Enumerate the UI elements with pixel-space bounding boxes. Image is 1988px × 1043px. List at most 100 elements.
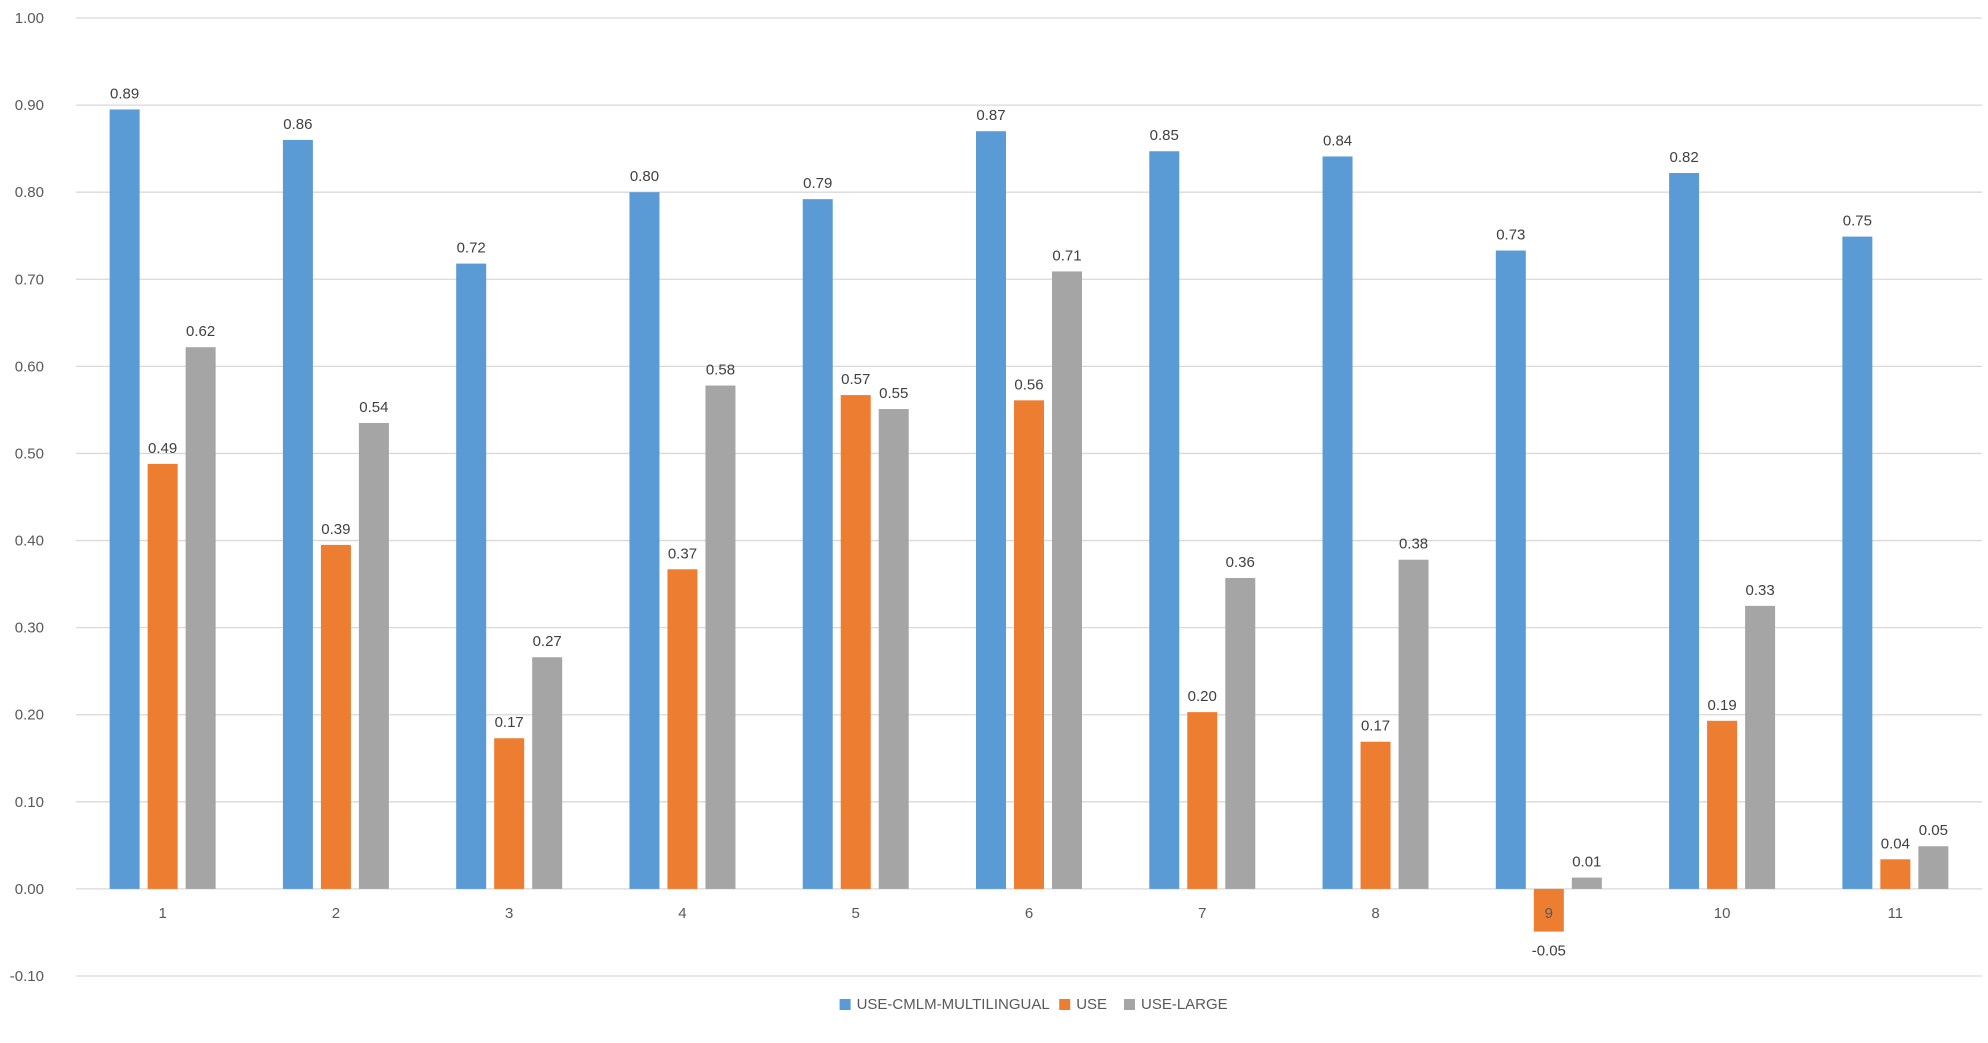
x-tick-label: 2 (332, 905, 340, 922)
y-tick-label: 1.00 (15, 10, 44, 27)
x-tick-label: 6 (1025, 905, 1033, 922)
y-tick-label: 0.60 (15, 358, 44, 375)
bar-2-7 (1187, 712, 1218, 889)
y-axis-tick-labels: -0.10 0.00 0.10 0.20 0.30 0.40 0.50 0.60 0.70 0.8… (10, 10, 44, 985)
data-label: 0.55 (879, 385, 908, 402)
data-label: 0.39 (321, 521, 350, 538)
data-label: 0.56 (1014, 376, 1043, 393)
x-axis-tick-labels: 1 2 3 4 5 6 7 8 9 10 11 (158, 905, 1903, 922)
y-tick-label: 0.50 (15, 445, 44, 462)
legend: USE-CMLM-MULTILINGUAL USE USE-LARGE (839, 996, 1228, 1013)
x-tick-label: 9 (1545, 905, 1553, 922)
bar-1-1 (109, 109, 140, 889)
bar-2-10 (1707, 720, 1738, 889)
data-label: 0.62 (186, 323, 215, 340)
data-label: 0.17 (1361, 718, 1390, 735)
data-label: 0.75 (1843, 213, 1872, 230)
bar-3-11 (1918, 846, 1949, 889)
data-label: 0.72 (457, 240, 486, 257)
bar-1-4 (629, 192, 660, 889)
data-label: 0.27 (533, 633, 562, 650)
data-label: 0.19 (1707, 697, 1736, 714)
y-tick-label: 0.30 (15, 620, 44, 637)
data-label: 0.33 (1745, 582, 1774, 599)
y-tick-label: 0.20 (15, 707, 44, 724)
y-tick-label: 0.10 (15, 794, 44, 811)
legend-label: USE-LARGE (1141, 996, 1228, 1013)
bar-3-5 (878, 409, 909, 889)
bar-3-4 (705, 385, 736, 889)
data-label: 0.80 (630, 168, 659, 185)
bar-1-7 (1149, 151, 1180, 889)
bar-1-9 (1495, 250, 1526, 889)
bar-2-11 (1880, 859, 1911, 889)
data-label: 0.86 (283, 116, 312, 133)
bar-3-9 (1571, 877, 1602, 889)
x-tick-label: 1 (158, 905, 166, 922)
bar-2-6 (1014, 400, 1044, 889)
bar-3-7 (1225, 577, 1256, 889)
bar-2-2 (320, 544, 351, 889)
data-label: -0.05 (1532, 943, 1566, 960)
legend-swatch-1 (839, 999, 851, 1010)
y-tick-label: 0.80 (15, 184, 44, 201)
data-label: 0.17 (495, 714, 524, 731)
x-tick-label: 10 (1714, 905, 1731, 922)
bar-1-2 (282, 139, 313, 889)
data-label: 0.38 (1399, 536, 1428, 553)
data-labels: 0.89 0.49 0.62 0.86 0.39 0.54 0.72 0.17 0.27 0.80… (110, 85, 1948, 959)
bar-3-8 (1398, 559, 1429, 889)
data-label: 0.87 (976, 107, 1005, 124)
y-tick-label: 0.40 (15, 533, 44, 550)
legend-label: USE (1076, 996, 1107, 1013)
bar-1-11 (1842, 236, 1873, 889)
x-tick-label: 3 (505, 905, 513, 922)
bar-3-6 (1052, 271, 1082, 889)
data-label: 0.04 (1881, 835, 1910, 852)
bar-3-2 (358, 422, 389, 889)
data-label: 0.36 (1226, 554, 1255, 571)
x-tick-label: 5 (852, 905, 860, 922)
bar-2-8 (1360, 741, 1391, 889)
data-label: 0.71 (1052, 247, 1081, 264)
data-label: 0.49 (148, 440, 177, 457)
legend-label: USE-CMLM-MULTILINGUAL (857, 996, 1050, 1013)
legend-swatch-2 (1059, 999, 1071, 1010)
bar-1-8 (1322, 156, 1353, 889)
bar-2-1 (147, 463, 178, 889)
data-label: 0.85 (1150, 127, 1179, 144)
data-label: 0.01 (1572, 854, 1601, 871)
data-label: 0.37 (668, 545, 697, 562)
data-label: 0.05 (1919, 822, 1948, 839)
data-label: 0.58 (706, 362, 735, 379)
bars (109, 109, 1949, 932)
data-label: 0.57 (841, 371, 870, 388)
data-label: 0.82 (1669, 149, 1698, 166)
bar-2-3 (494, 738, 525, 889)
data-label: 0.54 (359, 399, 388, 416)
bar-3-10 (1745, 605, 1776, 889)
x-tick-label: 7 (1198, 905, 1206, 922)
x-tick-label: 4 (678, 905, 686, 922)
y-tick-label: 0.90 (15, 97, 44, 114)
data-label: 0.73 (1496, 227, 1525, 244)
x-tick-label: 11 (1888, 905, 1904, 922)
bar-1-5 (802, 199, 833, 889)
bar-1-3 (456, 263, 487, 889)
x-tick-label: 8 (1371, 905, 1379, 922)
bar-2-9 (1533, 888, 1564, 932)
bar-1-6 (976, 131, 1006, 889)
legend-swatch-3 (1124, 999, 1135, 1010)
y-tick-label: 0.70 (15, 271, 44, 288)
y-tick-label: -0.10 (10, 968, 44, 985)
data-label: 0.20 (1188, 688, 1217, 705)
bar-3-1 (185, 347, 216, 889)
bar-2-5 (840, 395, 871, 889)
bar-1-10 (1669, 173, 1700, 889)
data-label: 0.84 (1323, 132, 1352, 149)
bar-2-4 (667, 569, 698, 889)
y-tick-label: 0.00 (15, 881, 44, 898)
data-label: 0.89 (110, 85, 139, 102)
